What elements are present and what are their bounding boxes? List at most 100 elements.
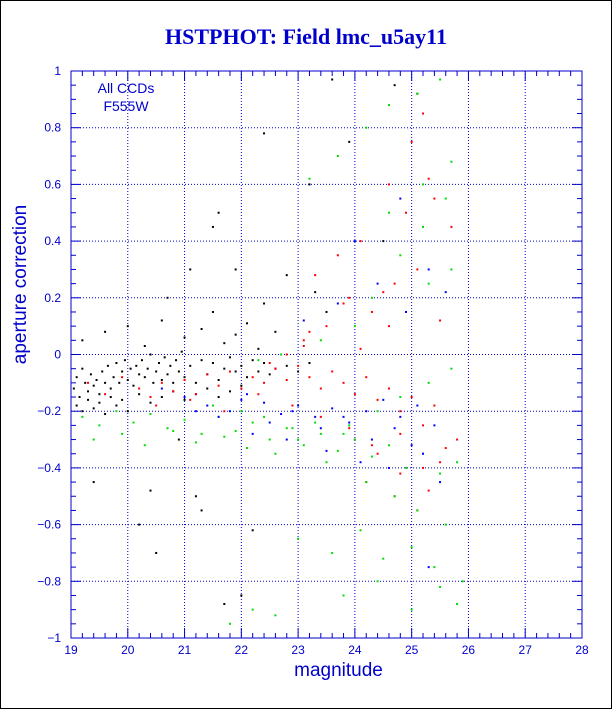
data-point-series-0 xyxy=(200,327,203,330)
data-point-series-2 xyxy=(325,461,328,464)
data-point-series-2 xyxy=(399,254,402,257)
data-point-series-2 xyxy=(132,421,135,424)
data-point-series-2 xyxy=(223,435,226,438)
data-point-series-1 xyxy=(399,472,402,475)
data-point-series-3 xyxy=(206,404,209,407)
data-point-series-0 xyxy=(160,379,163,382)
data-point-series-1 xyxy=(268,362,271,365)
data-point-series-1 xyxy=(217,384,220,387)
data-point-series-2 xyxy=(422,225,425,228)
data-point-series-2 xyxy=(410,546,413,549)
data-point-series-0 xyxy=(75,376,78,379)
data-point-series-0 xyxy=(240,384,243,387)
data-point-series-0 xyxy=(138,523,141,526)
data-point-series-0 xyxy=(126,410,129,413)
data-point-series-0 xyxy=(223,342,226,345)
data-point-series-3 xyxy=(194,410,197,413)
data-point-series-1 xyxy=(325,325,328,328)
data-point-series-3 xyxy=(427,268,430,271)
data-point-series-1 xyxy=(121,376,124,379)
data-point-series-1 xyxy=(251,376,254,379)
x-tick-label: 25 xyxy=(405,643,419,657)
grid-lines xyxy=(71,71,582,638)
data-point-series-2 xyxy=(302,444,305,447)
data-point-series-2 xyxy=(121,432,124,435)
data-point-series-0 xyxy=(149,401,152,404)
data-point-series-0 xyxy=(268,373,271,376)
data-point-series-0 xyxy=(180,350,183,353)
data-point-series-1 xyxy=(319,415,322,418)
data-point-series-0 xyxy=(177,438,180,441)
data-point-series-0 xyxy=(118,381,121,384)
data-point-series-2 xyxy=(353,438,356,441)
data-point-series-0 xyxy=(87,398,90,401)
data-point-series-0 xyxy=(163,356,166,359)
data-point-series-0 xyxy=(123,359,126,362)
data-point-series-1 xyxy=(194,393,197,396)
data-point-series-2 xyxy=(450,268,453,271)
data-point-series-0 xyxy=(228,390,231,393)
data-point-series-0 xyxy=(104,330,107,333)
data-point-series-2 xyxy=(240,410,243,413)
data-point-series-1 xyxy=(387,183,390,186)
data-point-series-3 xyxy=(319,427,322,430)
data-point-series-2 xyxy=(461,580,464,583)
data-point-series-0 xyxy=(158,362,161,365)
data-point-series-2 xyxy=(263,415,266,418)
data-point-series-2 xyxy=(172,430,175,433)
data-point-series-0 xyxy=(160,396,163,399)
data-point-series-0 xyxy=(189,268,192,271)
data-point-series-1 xyxy=(387,387,390,390)
data-point-series-1 xyxy=(353,393,356,396)
data-point-series-0 xyxy=(95,379,98,382)
x-axis-label: magnitude xyxy=(294,660,383,681)
data-point-series-2 xyxy=(331,551,334,554)
data-point-series-0 xyxy=(81,410,84,413)
data-point-series-0 xyxy=(240,364,243,367)
data-point-series-0 xyxy=(257,370,260,373)
data-point-series-1 xyxy=(183,379,186,382)
data-point-series-1 xyxy=(359,240,362,243)
data-point-series-1 xyxy=(348,296,351,299)
data-point-series-0 xyxy=(228,356,231,359)
data-point-series-2 xyxy=(246,447,249,450)
data-point-series-1 xyxy=(314,274,317,277)
data-point-series-0 xyxy=(138,373,141,376)
data-point-series-1 xyxy=(404,211,407,214)
y-tick-label: 0.2 xyxy=(44,291,61,305)
data-point-series-0 xyxy=(98,393,101,396)
data-point-series-1 xyxy=(365,376,368,379)
data-point-series-1 xyxy=(302,339,305,342)
data-point-series-3 xyxy=(359,461,362,464)
data-point-series-1 xyxy=(336,254,339,257)
data-point-series-3 xyxy=(399,415,402,418)
data-point-series-1 xyxy=(422,424,425,427)
data-point-series-3 xyxy=(314,415,317,418)
data-point-series-1 xyxy=(393,282,396,285)
data-point-series-1 xyxy=(87,381,90,384)
data-point-series-2 xyxy=(353,325,356,328)
x-tick-label: 20 xyxy=(121,643,135,657)
data-point-series-0 xyxy=(274,330,277,333)
data-point-series-0 xyxy=(234,333,237,336)
data-point-series-0 xyxy=(155,551,158,554)
data-point-series-0 xyxy=(143,376,146,379)
x-tick-label: 24 xyxy=(348,643,362,657)
data-point-series-3 xyxy=(291,410,294,413)
data-point-series-0 xyxy=(112,376,115,379)
data-point-series-2 xyxy=(399,396,402,399)
data-point-series-0 xyxy=(92,481,95,484)
data-point-series-2 xyxy=(149,413,152,416)
data-point-series-0 xyxy=(211,310,214,313)
data-point-series-0 xyxy=(92,384,95,387)
data-point-series-2 xyxy=(387,211,390,214)
data-point-series-2 xyxy=(410,608,413,611)
data-point-series-2 xyxy=(319,432,322,435)
data-point-series-3 xyxy=(444,291,447,294)
data-point-series-1 xyxy=(160,381,163,384)
data-point-series-0 xyxy=(308,362,311,365)
data-point-series-0 xyxy=(175,359,178,362)
data-point-series-0 xyxy=(200,359,203,362)
data-point-series-0 xyxy=(183,336,186,339)
